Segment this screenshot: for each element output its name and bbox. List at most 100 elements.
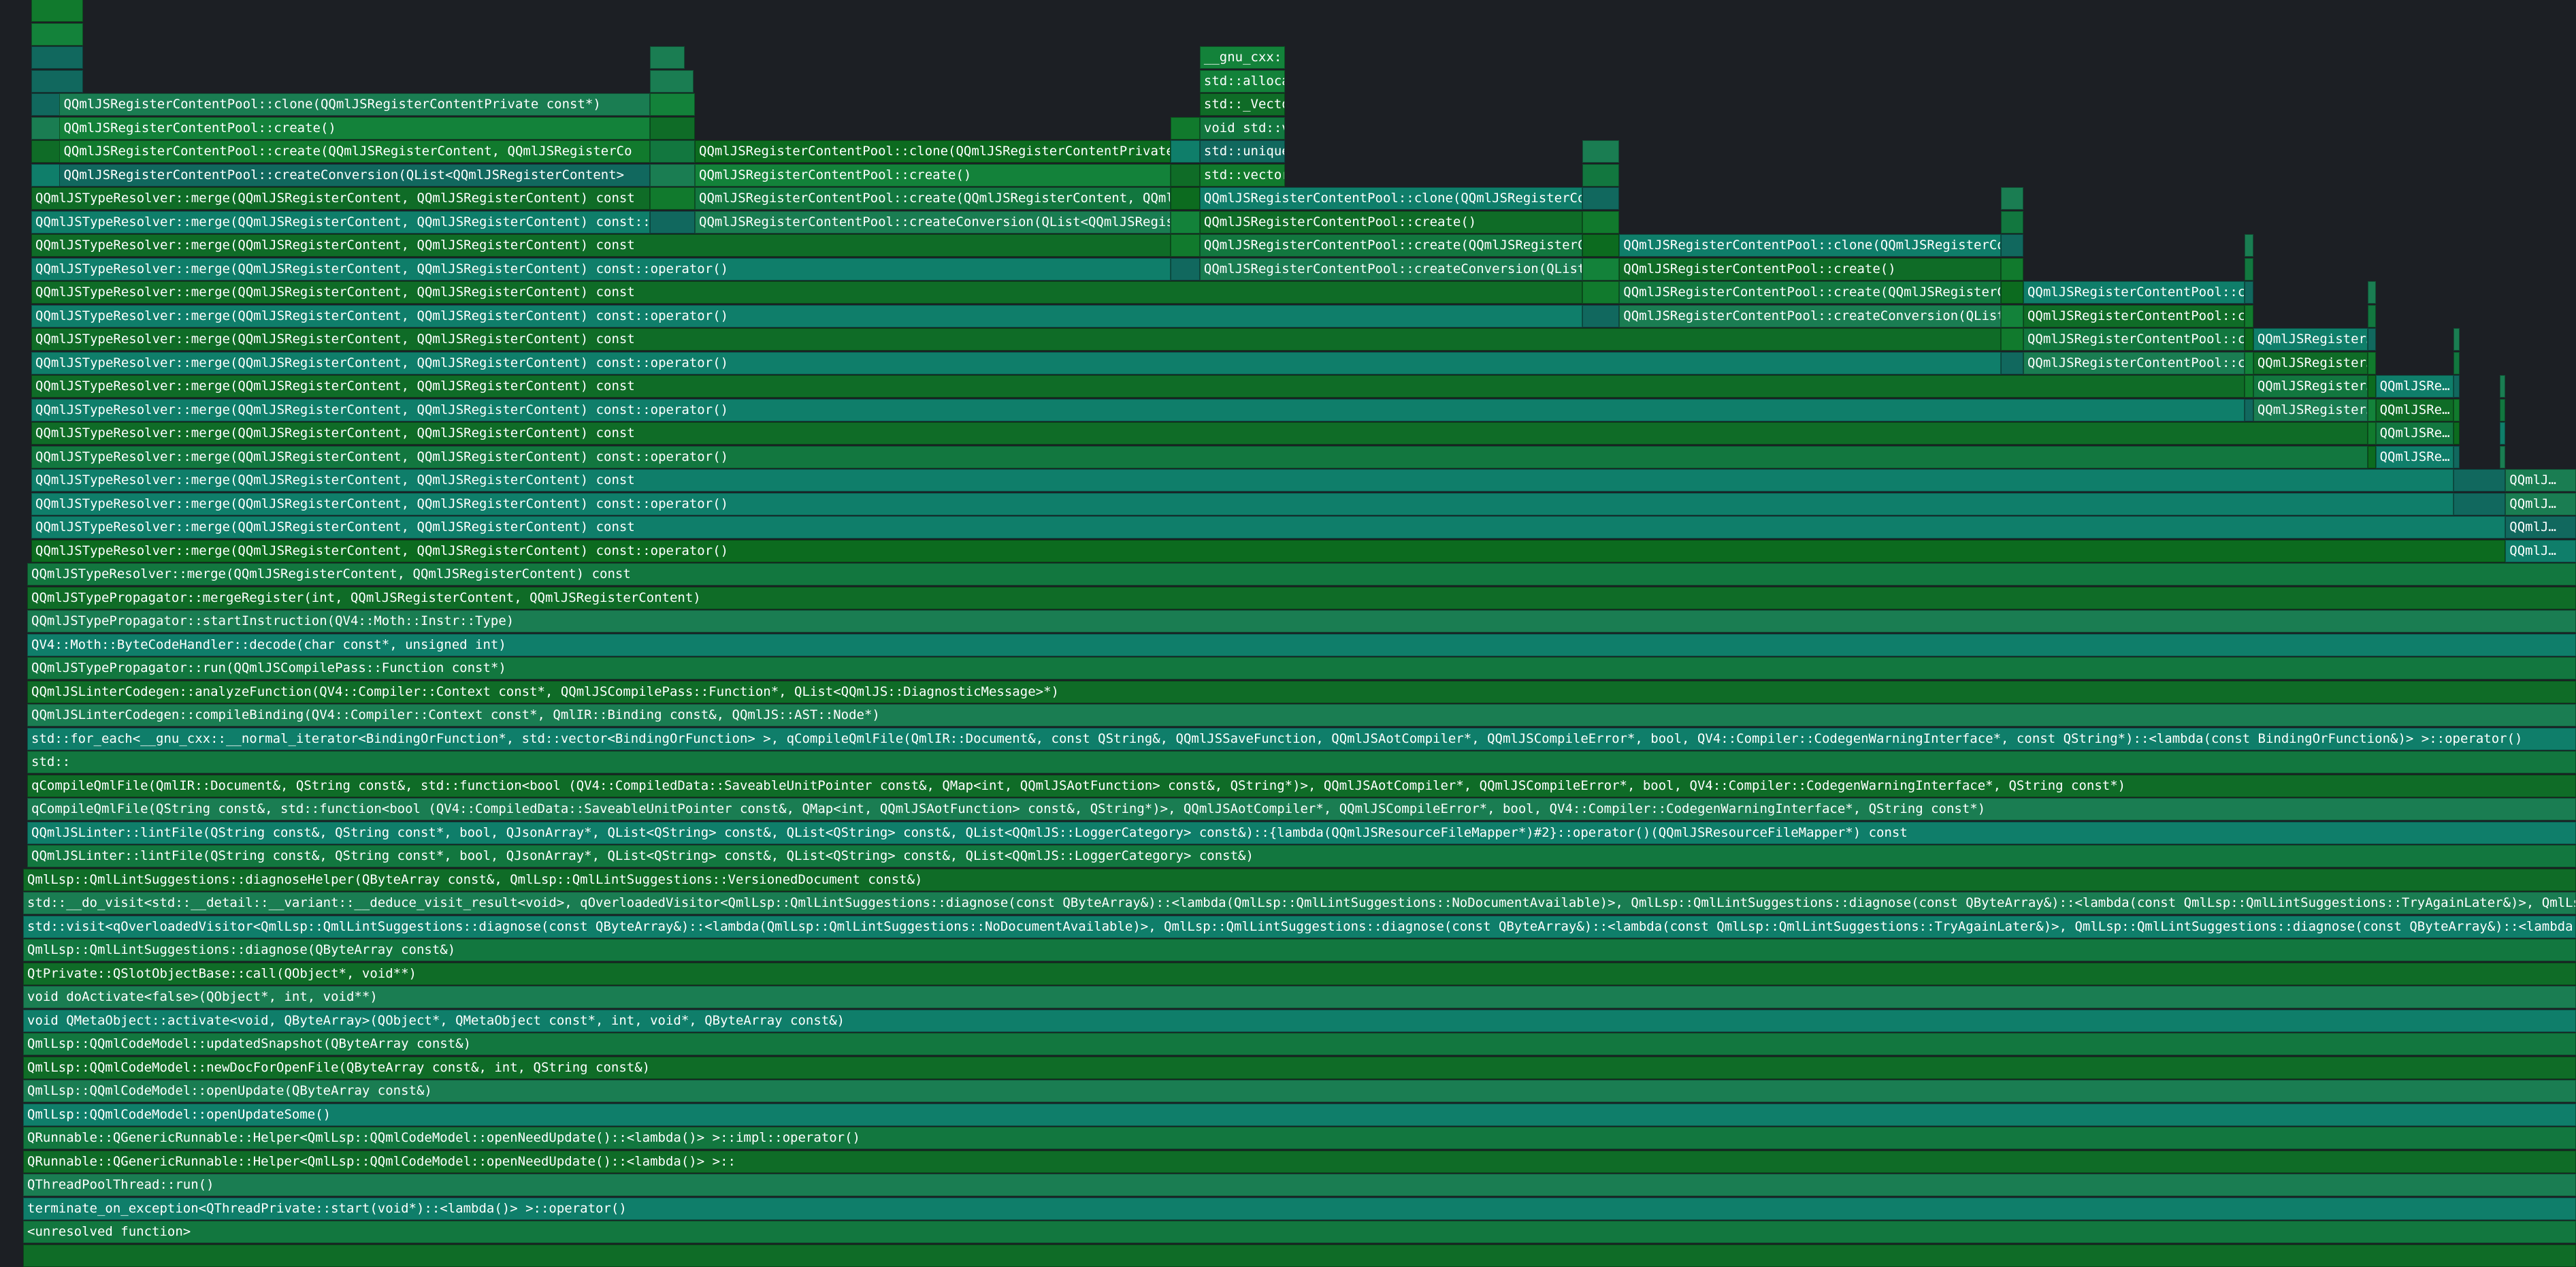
stack-frame[interactable]: QQmlJSRegisterContentPool::cr <box>2023 304 2245 327</box>
stack-frame[interactable]: QRunnable::QGenericRunnable::Helper<QmlL… <box>23 1150 2576 1173</box>
stack-frame[interactable] <box>2244 281 2253 304</box>
stack-frame[interactable] <box>1171 140 1200 163</box>
stack-frame[interactable] <box>2453 351 2460 374</box>
stack-frame[interactable]: QQmlJSRegisterContentPool::create() <box>1199 210 1582 234</box>
stack-frame[interactable]: QQmlJSRe… <box>2375 375 2454 398</box>
stack-frame[interactable] <box>2453 328 2460 351</box>
stack-frame[interactable] <box>2244 398 2253 421</box>
stack-frame[interactable]: std::vector <box>1199 163 1286 187</box>
stack-frame[interactable] <box>2367 445 2376 468</box>
stack-frame[interactable]: QQmlJSTypeResolver::merge(QQmlJSRegister… <box>31 375 2245 398</box>
stack-frame[interactable]: QmlLsp::QmlLintSuggestions::diagnose(QBy… <box>23 939 2576 961</box>
stack-frame[interactable]: QQmlJSRegister… <box>2253 351 2368 374</box>
stack-frame[interactable] <box>649 140 695 163</box>
stack-frame[interactable]: void QMetaObject::activate<void, QByteAr… <box>23 1009 2576 1032</box>
stack-frame[interactable]: QQmlJSRegisterContentPool::create() <box>59 116 650 140</box>
stack-frame[interactable] <box>649 187 695 210</box>
stack-frame[interactable]: QQmlJSRegisterContentPool::create(QQmlJS… <box>695 187 1171 210</box>
stack-frame[interactable]: QmlLsp::QQmlCodeModel::newDocForOpenFile… <box>23 1056 2576 1079</box>
stack-frame[interactable]: QQmlJSRegister… <box>2253 328 2368 351</box>
stack-frame[interactable]: void doActivate<false>(QObject*, int, vo… <box>23 986 2576 1008</box>
stack-frame[interactable]: QRunnable::QGenericRunnable::Helper<QmlL… <box>23 1127 2576 1149</box>
stack-frame[interactable]: std::alloca <box>1199 69 1286 93</box>
stack-frame[interactable] <box>2453 398 2460 421</box>
stack-frame[interactable]: QQmlJSTypeResolver::merge(QQmlJSRegister… <box>31 469 2454 492</box>
stack-frame[interactable]: QQmlJSRegister… <box>2253 398 2368 421</box>
stack-frame[interactable]: QmlLsp::QQmlCodeModel::openUpdate(QByteA… <box>23 1080 2576 1102</box>
stack-frame[interactable] <box>1582 163 1620 187</box>
stack-frame[interactable] <box>2500 445 2506 468</box>
stack-frame[interactable]: terminate_on_exception<QThreadPrivate::s… <box>23 1197 2576 1220</box>
stack-frame[interactable]: std::__do_visit<std::__detail::__variant… <box>23 892 2576 914</box>
stack-frame[interactable]: QQmlJSTypeResolver::merge(QQmlJSRegister… <box>31 422 2368 445</box>
stack-frame[interactable]: qCompileQmlFile(QString const&, std::fun… <box>27 798 2576 820</box>
stack-frame[interactable] <box>2001 351 2023 374</box>
stack-frame[interactable]: QmlLsp::QmlLintSuggestions::diagnoseHelp… <box>23 868 2576 891</box>
stack-frame[interactable] <box>2367 398 2376 421</box>
stack-frame[interactable] <box>2244 304 2253 327</box>
stack-frame[interactable] <box>649 116 695 140</box>
stack-frame[interactable] <box>2500 375 2506 398</box>
stack-frame[interactable]: QQmlJSTypeResolver::merge(QQmlJSRegister… <box>31 445 2368 468</box>
stack-frame[interactable]: QmlLsp::QQmlCodeModel::updatedSnapshot(Q… <box>23 1033 2576 1055</box>
stack-frame[interactable]: QQmlJ… <box>2505 539 2576 562</box>
stack-frame[interactable]: QQmlJSLinter::lintFile(QString const&, Q… <box>27 845 2576 867</box>
stack-frame[interactable] <box>2367 328 2376 351</box>
stack-frame[interactable] <box>1582 257 1620 280</box>
stack-frame[interactable]: std::unique <box>1199 140 1286 163</box>
stack-frame[interactable] <box>2001 234 2023 257</box>
stack-frame[interactable]: std:: <box>27 751 2576 773</box>
stack-frame[interactable]: QQmlJSTypePropagator::run(QQmlJSCompileP… <box>27 657 2576 679</box>
stack-frame[interactable]: QQmlJSRegisterContentPool::clone(QQmlJSR… <box>59 93 650 116</box>
stack-frame[interactable]: QThreadPoolThread::run() <box>23 1174 2576 1196</box>
stack-frame[interactable] <box>649 69 694 93</box>
stack-frame[interactable] <box>2453 492 2506 515</box>
stack-frame[interactable] <box>1582 140 1620 163</box>
stack-frame[interactable] <box>2367 351 2376 374</box>
stack-frame[interactable] <box>1171 257 1200 280</box>
stack-frame[interactable]: QQmlJ… <box>2505 492 2576 515</box>
stack-frame[interactable]: QQmlJSRe… <box>2375 445 2454 468</box>
stack-frame[interactable]: QQmlJSRegisterContentPool::createConvers… <box>1619 304 2002 327</box>
stack-frame[interactable]: QQmlJSLinter::lintFile(QString const&, Q… <box>27 821 2576 844</box>
stack-frame[interactable] <box>1171 210 1200 234</box>
stack-frame[interactable]: void std::v <box>1199 116 1286 140</box>
stack-frame[interactable]: QQmlJSLinterCodegen::compileBinding(QV4:… <box>27 704 2576 726</box>
stack-frame[interactable]: QQmlJSRegisterContentPool::cr <box>2023 328 2245 351</box>
stack-frame[interactable] <box>2244 234 2253 257</box>
stack-frame[interactable] <box>1171 116 1200 140</box>
stack-frame[interactable]: QQmlJSRegisterContentPool::createConvers… <box>695 210 1171 234</box>
stack-frame[interactable] <box>23 1244 2576 1267</box>
stack-frame[interactable]: QQmlJSRe… <box>2375 398 2454 421</box>
stack-frame[interactable]: QQmlJSRegisterContentPool::create() <box>695 163 1171 187</box>
stack-frame[interactable] <box>649 46 685 69</box>
stack-frame[interactable]: QQmlJSTypePropagator::mergeRegister(int,… <box>27 586 2576 609</box>
stack-frame[interactable] <box>31 22 83 46</box>
stack-frame[interactable] <box>2367 304 2376 327</box>
stack-frame[interactable]: QQmlJSTypeResolver::merge(QQmlJSRegister… <box>31 539 2506 562</box>
stack-frame[interactable] <box>1171 187 1200 210</box>
stack-frame[interactable] <box>649 210 695 234</box>
stack-frame[interactable]: QQmlJSTypeResolver::merge(QQmlJSRegister… <box>31 328 2002 351</box>
stack-frame[interactable] <box>1582 281 1620 304</box>
stack-frame[interactable]: QQmlJSTypeResolver::merge(QQmlJSRegister… <box>31 187 650 210</box>
stack-frame[interactable] <box>2001 257 2023 280</box>
stack-frame[interactable]: std::visit<qOverloadedVisitor<QmlLsp::Qm… <box>23 915 2576 938</box>
stack-frame[interactable]: QQmlJSRegister… <box>2253 375 2368 398</box>
stack-frame[interactable] <box>2453 422 2460 445</box>
stack-frame[interactable]: QQmlJ… <box>2505 469 2576 492</box>
stack-frame[interactable] <box>649 163 695 187</box>
stack-frame[interactable]: QQmlJSTypePropagator::startInstruction(Q… <box>27 610 2576 632</box>
stack-frame[interactable] <box>2001 304 2023 327</box>
stack-frame[interactable]: QQmlJSRegisterContentPool::create(QQmlJS… <box>1619 281 2002 304</box>
stack-frame[interactable] <box>2001 281 2023 304</box>
stack-frame[interactable]: QQmlJSTypeResolver::merge(QQmlJSRegister… <box>27 563 2576 586</box>
stack-frame[interactable]: <unresolved function> <box>23 1221 2576 1243</box>
stack-frame[interactable]: QQmlJSTypeResolver::merge(QQmlJSRegister… <box>31 398 2245 421</box>
stack-frame[interactable]: QQmlJSLinterCodegen::analyzeFunction(QV4… <box>27 680 2576 703</box>
stack-frame[interactable]: QQmlJSRegisterContentPool::create() <box>1619 257 2002 280</box>
stack-frame[interactable]: QQmlJSTypeResolver::merge(QQmlJSRegister… <box>31 304 1582 327</box>
stack-frame[interactable]: QQmlJSTypeResolver::merge(QQmlJSRegister… <box>31 234 1171 257</box>
stack-frame[interactable] <box>2244 257 2253 280</box>
stack-frame[interactable]: QQmlJSRe… <box>2375 422 2454 445</box>
